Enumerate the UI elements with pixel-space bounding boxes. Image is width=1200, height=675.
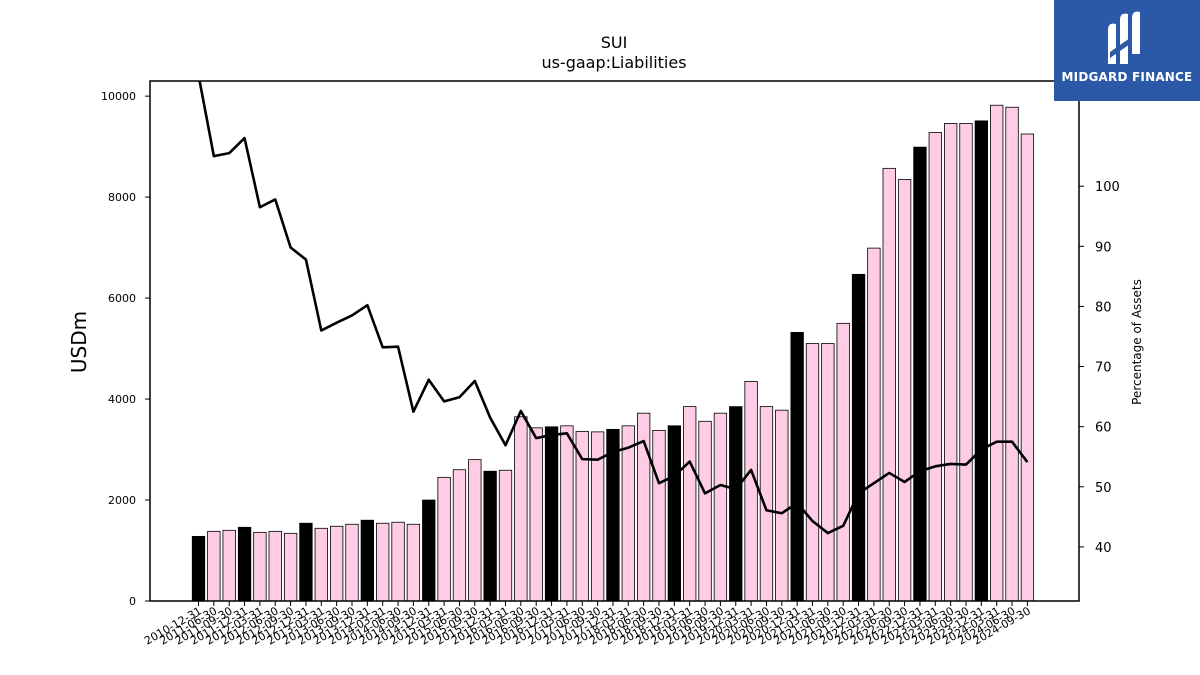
chart-title: SUI (601, 33, 628, 52)
bar-quarter (529, 427, 543, 602)
y2-tick-label: 70 (1095, 361, 1112, 376)
bar-quarter (1005, 106, 1019, 602)
line-series (198, 81, 1029, 535)
bar-quarter (468, 459, 482, 602)
bar-quarter (376, 522, 390, 602)
bar-annual (422, 499, 436, 602)
bar-quarter (897, 179, 912, 602)
bar-quarter (759, 406, 774, 602)
bar-annual (191, 535, 206, 602)
bar-annual (974, 120, 988, 602)
bar-annual (729, 406, 743, 602)
bar-quarter (345, 523, 359, 602)
y2-tick-label: 50 (1095, 481, 1112, 496)
bar-quarter (990, 104, 1004, 602)
bar-quarter (498, 469, 513, 602)
bar-quarter (621, 425, 635, 602)
bar-annual (790, 332, 804, 602)
bar-quarter (514, 416, 528, 602)
bar-quarter (867, 247, 881, 602)
y2-tick-label: 90 (1095, 240, 1112, 255)
y2-axis-label: Percentage of Assets (1130, 279, 1144, 405)
bar-quarter (437, 476, 451, 602)
midgard-mark-icon (1108, 11, 1140, 65)
bar-quarter (222, 529, 236, 602)
bar-quarter (928, 132, 942, 602)
bar-quarter (698, 420, 712, 602)
bar-quarter (207, 530, 221, 602)
bar-quarter (452, 469, 467, 602)
y-tick-label: 10000 (101, 90, 136, 103)
bar-quarter (1020, 133, 1035, 602)
bar-quarter (775, 409, 789, 602)
y2-tick-label: 40 (1095, 541, 1112, 556)
bar-annual (913, 146, 927, 602)
bar-quarter (329, 525, 344, 602)
bar-quarter (406, 523, 421, 602)
y2-axis: 40 50 60 70 80 90 100 (1079, 180, 1120, 556)
bar-quarter (713, 412, 728, 602)
bar-quarter (253, 531, 267, 602)
bar-quarter (683, 406, 697, 602)
bar-annual (360, 519, 375, 602)
bar-quarter (836, 322, 850, 602)
bar-quarter (652, 429, 666, 602)
bar-quarter (268, 530, 282, 602)
y2-tick-label: 60 (1095, 421, 1112, 436)
bar-series (191, 104, 1035, 602)
y2-tick-label: 100 (1095, 180, 1120, 195)
bar-quarter (314, 527, 328, 602)
bar-quarter (959, 123, 973, 602)
y-tick-label: 2000 (108, 494, 136, 507)
x-axis: 2010-12-312011-06-302011-09-302011-12-31… (142, 601, 1033, 648)
bar-quarter (882, 167, 896, 602)
bar-quarter (283, 532, 298, 602)
midgard-logo: MIDGARD FINANCE (1054, 0, 1200, 101)
y-tick-label: 6000 (108, 292, 136, 305)
y-tick-label: 8000 (108, 191, 136, 204)
bar-quarter (821, 343, 835, 602)
plot-frame (149, 80, 1080, 602)
logo-text: MIDGARD FINANCE (1061, 70, 1193, 84)
bar-quarter (391, 521, 405, 602)
bar-quarter (560, 425, 574, 602)
bar-annual (851, 273, 866, 602)
bar-quarter (805, 343, 820, 602)
bar-quarter (944, 123, 958, 602)
bar-annual (667, 425, 681, 602)
y-axis: 0 2000 4000 6000 8000 10000 (101, 90, 150, 608)
y2-tick-label: 80 (1095, 300, 1112, 315)
bar-annual (544, 426, 559, 602)
y-tick-label: 4000 (108, 393, 136, 406)
y-tick-label: 0 (129, 595, 136, 608)
chart-subtitle: us-gaap:Liabilities (541, 53, 686, 72)
percentage-line (198, 81, 1029, 535)
bar-annual (237, 526, 252, 602)
y-axis-label: USDm (67, 311, 91, 373)
bar-annual (483, 470, 497, 602)
bar-annual (299, 522, 313, 602)
bar-quarter (744, 380, 758, 602)
